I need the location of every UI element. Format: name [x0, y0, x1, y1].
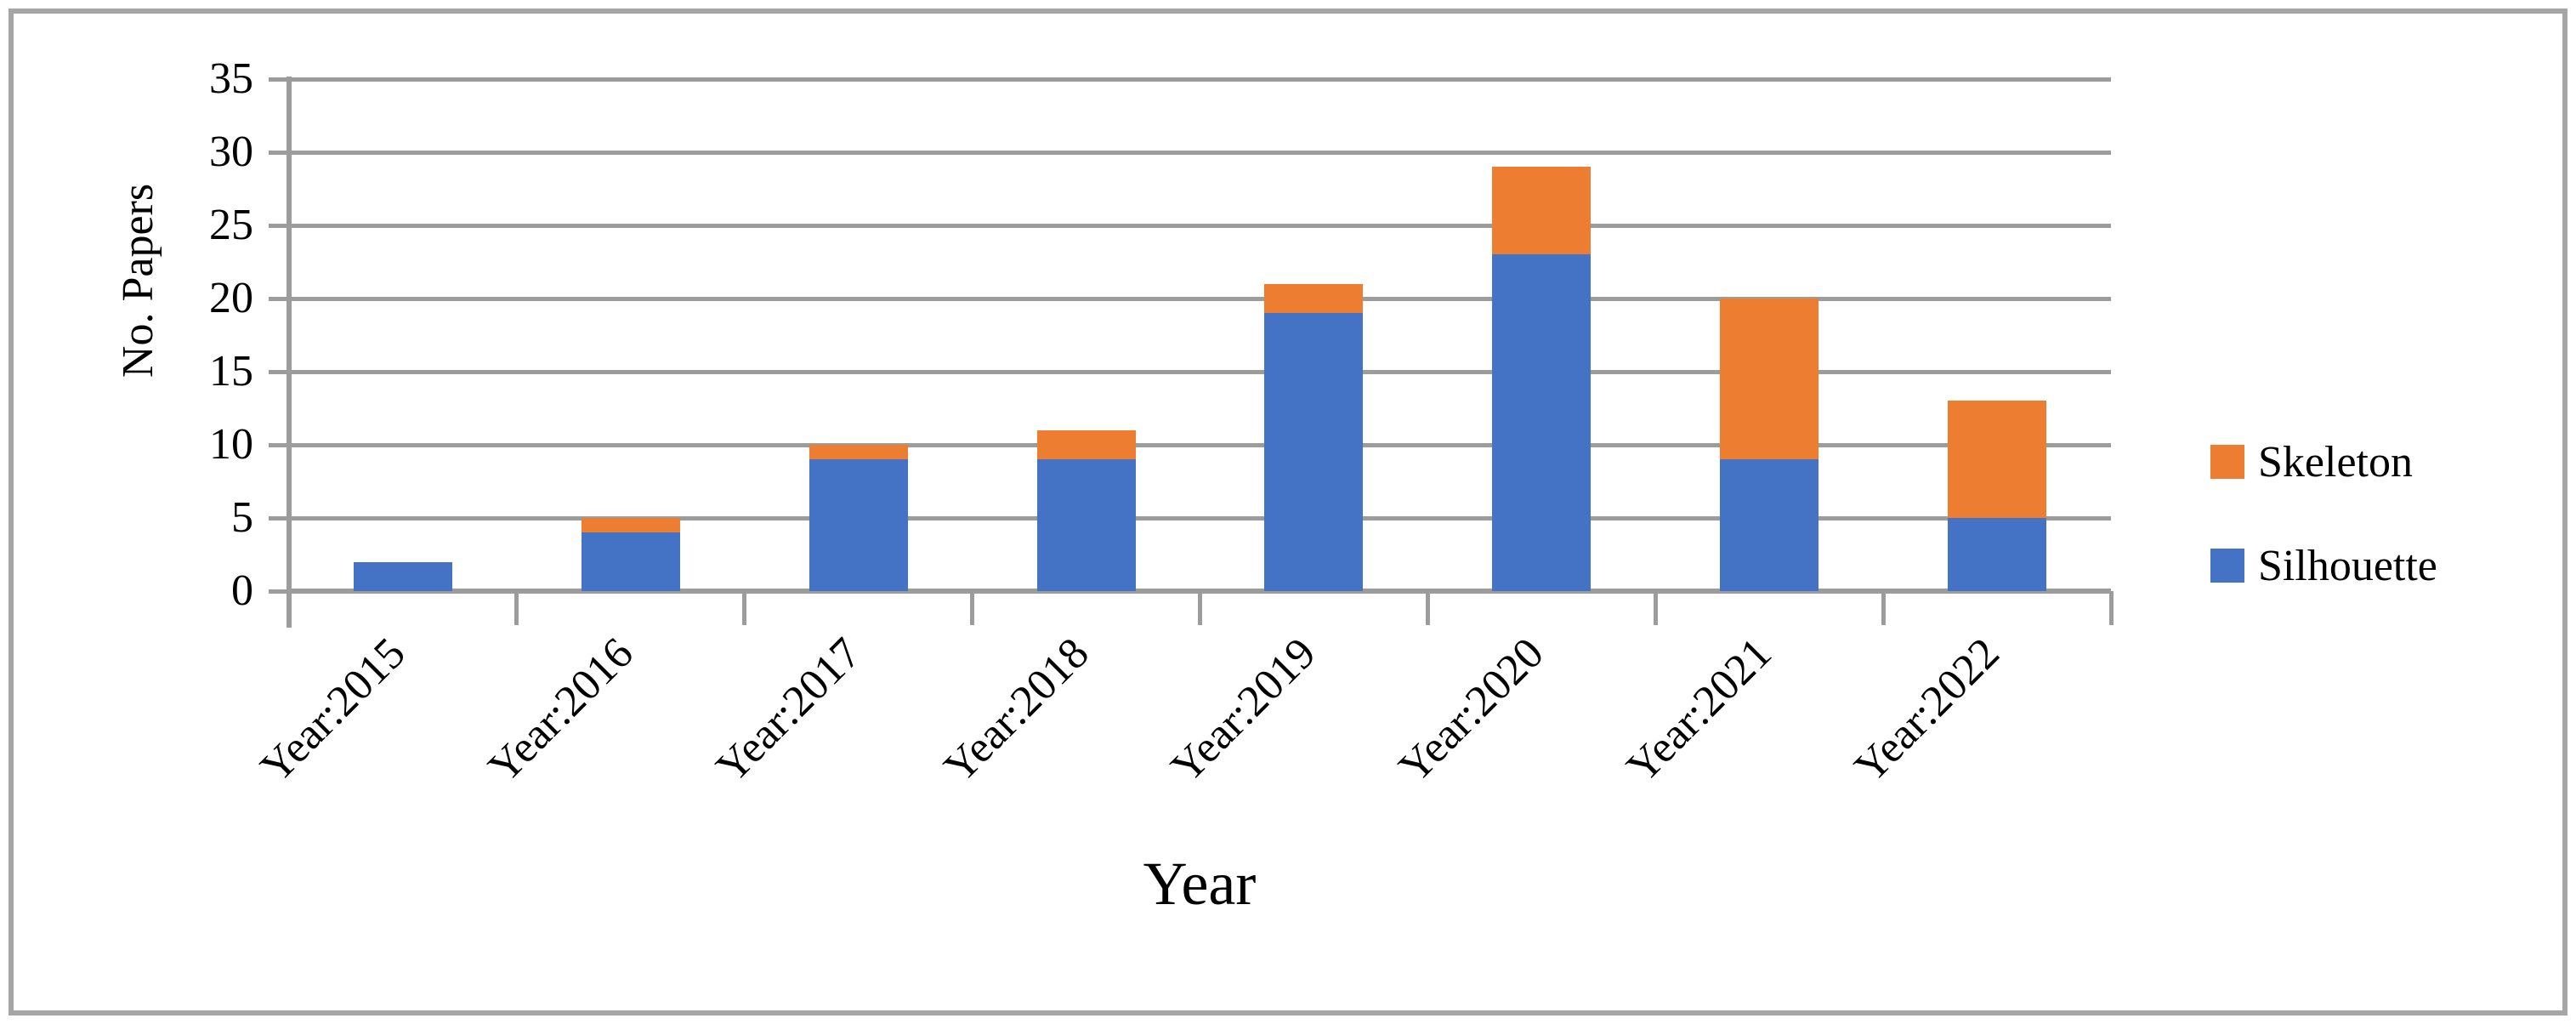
- bar-segment-silhouette-2015: [353, 561, 452, 591]
- bar-segment-skeleton-2018: [1036, 430, 1136, 460]
- bar-segment-skeleton-2017: [809, 445, 908, 460]
- skeleton-color-swatch: [2210, 445, 2244, 479]
- x-axis-tick-4: [1198, 591, 1202, 625]
- y-tick-label-15: 15: [209, 347, 253, 395]
- silhouette-color-swatch: [2210, 549, 2244, 583]
- x-axis-tick-3: [970, 591, 975, 625]
- bar-segment-silhouette-2020: [1492, 254, 1592, 591]
- gridline-25: [289, 223, 2111, 228]
- y-tick-label-10: 10: [209, 420, 253, 469]
- x-axis-tick-0: [287, 591, 292, 625]
- bar-segment-skeleton-2022: [1948, 401, 2047, 518]
- x-axis-tick-1: [514, 591, 519, 625]
- legend: Skeleton Silhouette: [2210, 435, 2437, 592]
- bar-segment-silhouette-2017: [809, 459, 908, 591]
- gridline-5: [289, 515, 2111, 521]
- y-tick-label-0: 0: [231, 566, 253, 615]
- gridline-30: [289, 150, 2111, 155]
- y-axis-tick-10: [269, 442, 289, 447]
- gridline-10: [289, 442, 2111, 447]
- y-axis-tick-35: [269, 77, 289, 82]
- y-axis-tick-25: [269, 223, 289, 228]
- bar-segment-skeleton-2021: [1720, 299, 1819, 460]
- legend-item-skeleton: Skeleton: [2210, 435, 2437, 488]
- bar-segment-skeleton-2016: [581, 518, 680, 533]
- legend-label-silhouette: Silhouette: [2258, 541, 2437, 590]
- y-axis-tick-15: [269, 369, 289, 374]
- figure-border: [9, 9, 2567, 1015]
- gridline-15: [289, 369, 2111, 374]
- legend-item-silhouette: Silhouette: [2210, 539, 2437, 592]
- bar-segment-silhouette-2022: [1948, 518, 2047, 591]
- y-axis-tick-30: [269, 150, 289, 155]
- y-tick-label-30: 30: [209, 128, 253, 176]
- y-tick-label-25: 25: [209, 201, 253, 249]
- bar-segment-silhouette-2021: [1720, 459, 1819, 591]
- x-axis-tick-8: [2108, 591, 2114, 625]
- bar-segment-skeleton-2019: [1264, 283, 1364, 314]
- legend-label-skeleton: Skeleton: [2258, 437, 2413, 486]
- bar-segment-skeleton-2020: [1492, 167, 1592, 255]
- y-axis-tick-20: [269, 296, 289, 301]
- x-axis-tick-2: [742, 591, 747, 625]
- x-axis-tick-7: [1881, 591, 1886, 625]
- bar-segment-silhouette-2019: [1264, 313, 1364, 591]
- y-tick-label-5: 5: [231, 493, 253, 542]
- y-axis-line: [287, 77, 292, 628]
- x-axis-title: Year: [1143, 850, 1257, 918]
- y-tick-label-35: 35: [209, 54, 253, 103]
- y-tick-label-20: 20: [209, 274, 253, 322]
- y-axis-tick-5: [269, 515, 289, 521]
- gridline-20: [289, 296, 2111, 301]
- y-axis-tick-0: [269, 589, 289, 594]
- gridline-35: [289, 77, 2111, 82]
- x-axis-tick-5: [1425, 591, 1430, 625]
- bar-segment-silhouette-2018: [1036, 459, 1136, 591]
- x-axis-tick-6: [1653, 591, 1658, 625]
- bar-segment-silhouette-2016: [581, 532, 680, 591]
